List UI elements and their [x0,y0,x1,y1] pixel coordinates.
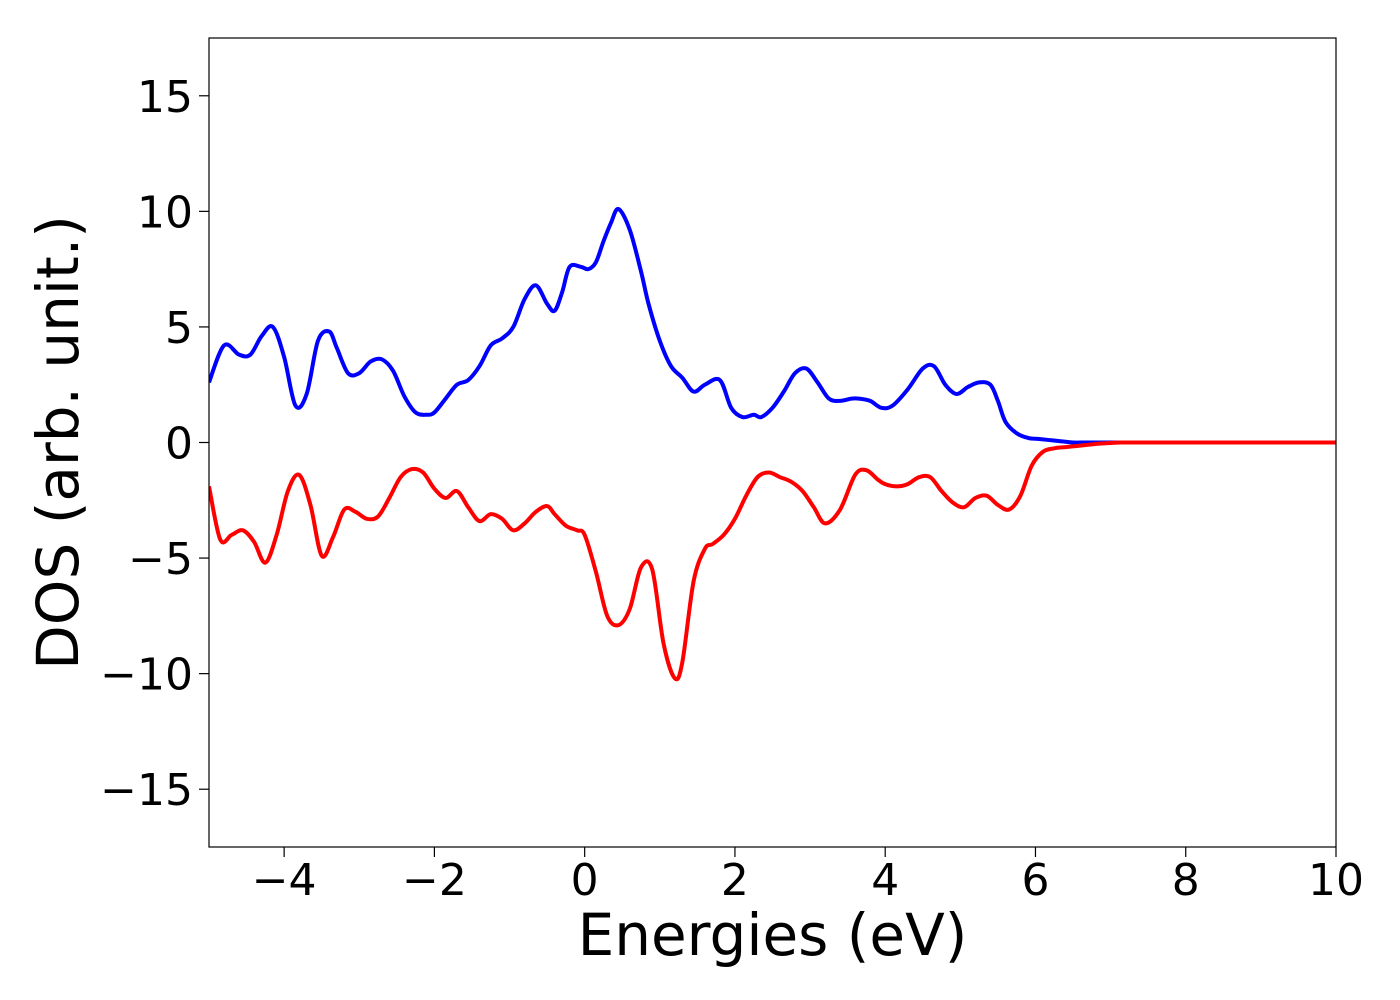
y-tick-label: −5 [128,534,193,585]
x-tick-label: −4 [252,855,317,906]
x-tick-label: 4 [871,855,899,906]
y-tick-label: 0 [165,419,193,470]
series-lines [209,207,1336,682]
x-tick-label: 8 [1172,855,1200,906]
x-tick-label: 2 [721,855,749,906]
x-tick-label: −2 [402,855,467,906]
series-line-red [209,440,1336,682]
x-axis-ticks: −4 −2 0 2 4 6 8 10 [252,847,1364,906]
series-line-blue [209,207,1336,445]
x-tick-label: 6 [1021,855,1049,906]
y-axis-label: DOS (arb. unit.) [24,215,92,670]
x-axis-label: Energies (eV) [578,901,968,969]
x-tick-label: 0 [571,855,599,906]
y-tick-label: 5 [165,303,193,354]
y-tick-label: −15 [100,765,193,816]
x-tick-label: 10 [1308,855,1364,906]
y-tick-label: 15 [137,72,193,123]
y-tick-label: 10 [137,187,193,238]
y-axis-ticks: 15 10 5 0 −5 −10 −15 [100,72,209,816]
y-tick-label: −10 [100,650,193,701]
